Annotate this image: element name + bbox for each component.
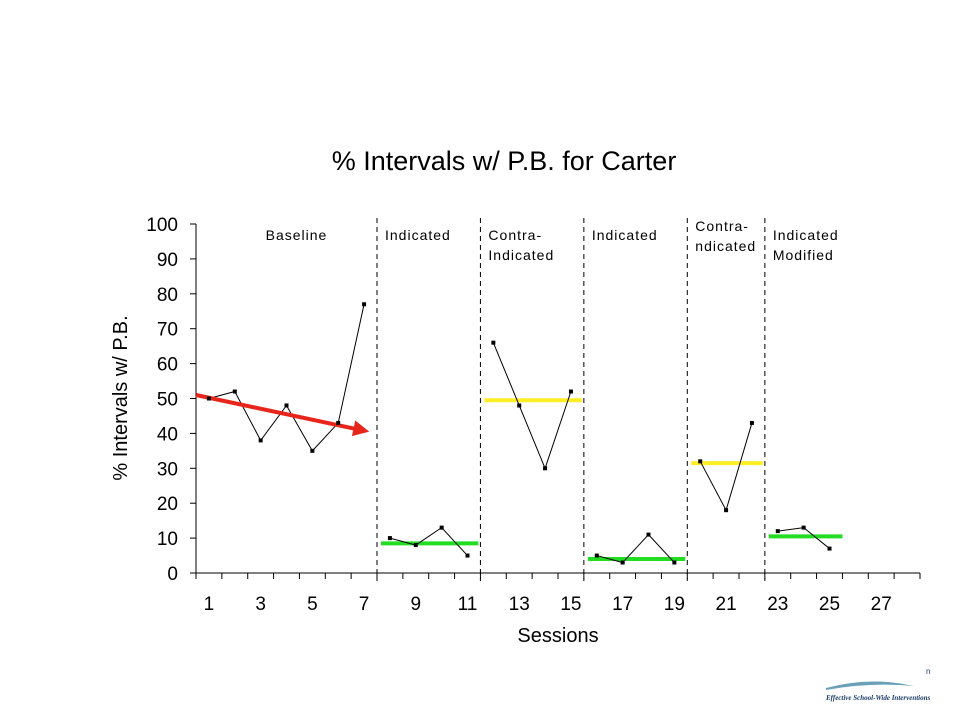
x-tick-label: 19 [664, 594, 685, 615]
trend-arrow-head [351, 420, 370, 437]
y-tick-label: 80 [157, 285, 178, 306]
series-line [389, 526, 468, 556]
data-point [284, 403, 289, 408]
data-point [568, 389, 573, 394]
data-point [698, 459, 703, 464]
data-point [232, 389, 237, 394]
logo-mark: n [926, 667, 930, 676]
phase-label: Contra- [488, 227, 542, 243]
x-tick-label: 7 [359, 594, 370, 615]
data-point [258, 438, 263, 443]
data-point [413, 543, 418, 548]
x-tick-label: 21 [716, 594, 737, 615]
data-point [724, 508, 729, 513]
trend-arrow-line [195, 393, 360, 432]
y-tick-label: 60 [157, 355, 178, 376]
data-point [646, 532, 651, 537]
logo-text: Effective School-Wide Interventions [825, 694, 930, 702]
footer-logo: n Effective School-Wide Interventions [825, 667, 930, 702]
data-point [827, 546, 832, 551]
data-point [594, 553, 599, 558]
x-tick-label: 9 [410, 594, 421, 615]
data-point [362, 302, 367, 307]
x-tick-label: 3 [255, 594, 266, 615]
y-tick-label: 0 [167, 564, 178, 585]
logo-swoosh [826, 681, 914, 690]
data-point [672, 560, 677, 565]
y-tick-label: 90 [157, 250, 178, 271]
x-tick-label: 1 [204, 594, 215, 615]
series-line [492, 342, 572, 470]
series-line [208, 304, 365, 452]
y-tick-label: 70 [157, 320, 178, 341]
data-point [336, 420, 341, 425]
phase-label: Baseline [266, 227, 328, 243]
x-tick-label: 17 [612, 594, 633, 615]
data-point [439, 525, 444, 530]
y-tick-label: 10 [157, 529, 178, 550]
data-point [206, 396, 211, 401]
data-point [749, 420, 754, 425]
data-point [801, 525, 806, 530]
phase-label: Indicated [592, 227, 658, 243]
phase-label: Indicated [488, 247, 554, 263]
series-line [596, 533, 675, 564]
x-axis-title: Sessions [517, 625, 598, 647]
y-tick-label: 100 [146, 215, 178, 236]
x-tick-label: 13 [509, 594, 530, 615]
y-tick-label: 50 [157, 390, 178, 411]
phase-label: ndicated [695, 238, 756, 254]
y-tick-label: 30 [157, 459, 178, 480]
phase-label: Contra- [695, 218, 749, 234]
data-point [387, 536, 392, 541]
data-point [310, 448, 315, 453]
y-tick-label: 20 [157, 494, 178, 515]
x-tick-label: 25 [819, 594, 840, 615]
data-point [517, 403, 522, 408]
x-tick-label: 11 [458, 594, 478, 615]
phase-label: Modified [773, 247, 834, 263]
y-tick-label: 40 [157, 424, 178, 445]
phase-label: Indicated [385, 227, 451, 243]
data-point [465, 553, 470, 558]
data-point [620, 560, 625, 565]
x-tick-label: 23 [767, 594, 788, 615]
phase-label: Indicated [773, 227, 839, 243]
chart-title: % Intervals w/ P.B. for Carter [332, 146, 677, 176]
data-point [491, 340, 496, 345]
x-tick-label: 5 [307, 594, 318, 615]
data-point [543, 466, 548, 471]
y-axis-title: % Intervals w/ P.B. [110, 315, 132, 480]
data-point [775, 529, 780, 534]
x-tick-label: 15 [560, 594, 581, 615]
x-tick-label: 27 [871, 594, 892, 615]
series-line [699, 422, 753, 512]
